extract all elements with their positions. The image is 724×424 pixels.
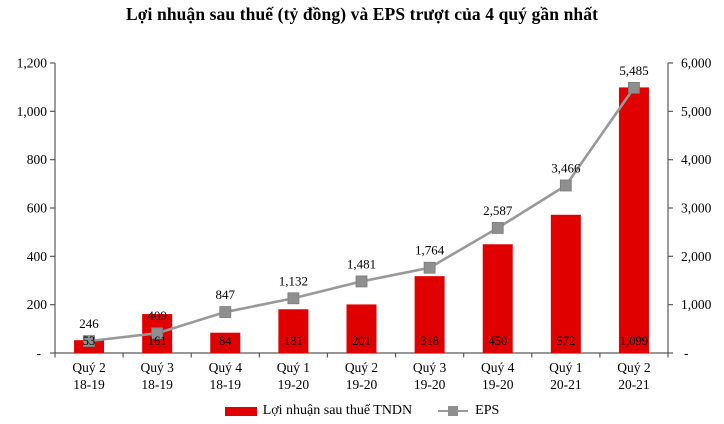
- profit-bar: [346, 304, 377, 353]
- eps-marker: [287, 292, 300, 305]
- right-axis-tick-label: 4,000: [681, 152, 712, 167]
- bar-value-label: 53: [83, 334, 96, 348]
- right-axis-tick-label: 3,000: [681, 201, 712, 216]
- eps-marker: [423, 261, 436, 274]
- x-axis-category-label: 19-20: [414, 377, 446, 392]
- x-axis-category-label: Quý 3: [140, 360, 174, 375]
- right-axis-tick-label: 2,000: [681, 249, 712, 264]
- right-axis-tick-label: -: [684, 346, 689, 361]
- legend-eps-line-icon: [438, 405, 469, 416]
- eps-marker: [491, 222, 504, 234]
- eps-value-label: 1,481: [347, 256, 376, 271]
- chart-title: Lợi nhuận sau thuế (tỷ đồng) và EPS trượ…: [125, 4, 599, 24]
- x-axis-category-label: Quý 1: [549, 360, 582, 375]
- bar-value-label: 201: [352, 334, 371, 348]
- eps-marker: [559, 179, 572, 192]
- eps-marker: [83, 335, 95, 348]
- bar-value-label: 181: [284, 334, 303, 348]
- profit-bar: [618, 87, 649, 354]
- x-axis-category-label: Quý 1: [277, 360, 310, 375]
- eps-marker: [151, 327, 164, 340]
- x-axis-category-label: 20-21: [618, 377, 650, 392]
- profit-bar: [414, 276, 445, 353]
- eps-value-label: 5,485: [619, 63, 648, 78]
- x-axis-category-label: Quý 2: [345, 360, 378, 375]
- eps-value-label: 3,466: [551, 160, 581, 175]
- right-axis-tick-label: 1,000: [681, 297, 712, 312]
- x-axis-category-label: 18-19: [141, 377, 173, 392]
- bar-value-label: 450: [488, 334, 507, 348]
- left-axis-tick-label: -: [37, 346, 42, 361]
- bar-value-label: 318: [420, 334, 439, 348]
- bar-value-label: 84: [219, 334, 232, 348]
- left-axis-tick-label: 800: [27, 152, 48, 167]
- left-axis-tick-label: 1,000: [17, 104, 48, 119]
- x-axis-category-label: Quý 4: [481, 360, 515, 375]
- legend-profit-swatch: [224, 406, 257, 416]
- eps-value-label: 2,587: [483, 203, 513, 218]
- x-axis-category-label: 19-20: [482, 377, 514, 392]
- x-axis-category-label: Quý 2: [72, 360, 105, 375]
- x-axis-category-label: 19-20: [346, 377, 378, 392]
- x-axis-category-label: 18-19: [73, 377, 105, 392]
- x-axis-category-label: 20-21: [550, 377, 582, 392]
- legend-profit-label: Lợi nhuận sau thuế TNDN: [262, 403, 413, 418]
- eps-marker: [628, 81, 640, 94]
- left-axis-tick-label: 1,200: [17, 56, 48, 71]
- left-axis-tick-label: 400: [27, 249, 48, 264]
- x-axis-category-label: 18-19: [210, 377, 242, 392]
- legend-eps-label: EPS: [475, 403, 500, 418]
- x-axis-category-label: Quý 3: [413, 360, 447, 375]
- legend-eps-marker-icon: [448, 405, 459, 416]
- eps-value-label: 1,132: [279, 273, 308, 288]
- left-axis-tick-label: 600: [27, 201, 48, 216]
- legend: Lợi nhuận sau thuế TNDN EPS: [0, 401, 724, 421]
- eps-value-label: 1,764: [415, 243, 445, 258]
- bar-value-label: 572: [556, 334, 575, 348]
- x-axis-category-label: Quý 4: [209, 360, 243, 375]
- bar-value-label: 1,099: [620, 334, 648, 348]
- bar-value-label: 161: [148, 334, 167, 348]
- eps-marker: [219, 306, 232, 318]
- right-axis-tick-label: 6,000: [681, 56, 712, 71]
- profit-bar: [210, 332, 241, 353]
- profit-bar: [278, 309, 309, 353]
- eps-marker: [355, 275, 368, 288]
- profit-bar: [482, 244, 513, 353]
- eps-value-label: 409: [147, 308, 167, 323]
- eps-value-label: 246: [79, 316, 99, 331]
- profit-bar: [550, 214, 581, 353]
- right-axis-tick-label: 5,000: [681, 104, 712, 119]
- x-axis-category-label: 19-20: [278, 377, 310, 392]
- x-axis-category-label: Quý 2: [617, 360, 650, 375]
- eps-value-label: 847: [216, 287, 236, 302]
- left-axis-tick-label: 200: [27, 297, 48, 312]
